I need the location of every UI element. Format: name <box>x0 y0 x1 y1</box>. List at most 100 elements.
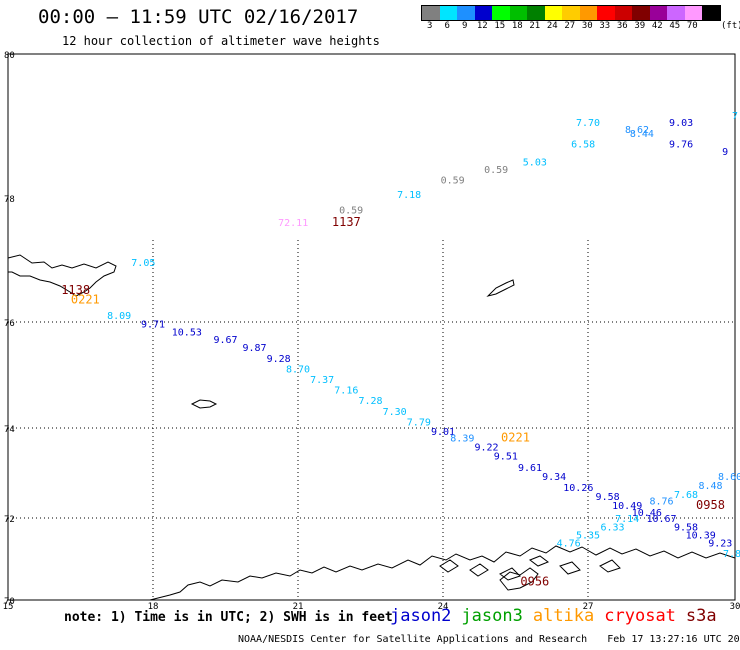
lon-tick-label: 15 <box>3 602 14 612</box>
wave-height-label: 9.58 <box>596 492 620 503</box>
wave-height-label: 72.11 <box>278 218 308 229</box>
legend-label: 39 <box>634 21 646 31</box>
pass-time-label: 0221 <box>71 292 100 306</box>
lat-tick-label: 78 <box>4 195 15 205</box>
lat-tick-label: 74 <box>4 425 15 435</box>
wave-height-label: 7.28 <box>358 396 382 407</box>
units-note: note: 1) Time is in UTC; 2) SWH is in fe… <box>64 610 393 625</box>
satellite-name: cryosat <box>604 606 676 626</box>
wave-height-label: 8.09 <box>107 311 131 322</box>
wave-height-label: 9.23 <box>708 539 732 550</box>
legend-label: 15 <box>494 21 506 31</box>
wave-height-label: 0.59 <box>441 176 465 187</box>
wave-height-label: 10.39 <box>686 531 716 542</box>
generated-timestamp: Feb 17 13:27:16 UTC 2017 <box>607 634 740 645</box>
legend-swatch <box>684 6 702 20</box>
map-subtitle: 12 hour collection of altimeter wave hei… <box>62 34 380 48</box>
legend-label <box>701 21 719 31</box>
satellite-name: altika <box>532 606 595 626</box>
wave-height-label: 9.51 <box>494 452 518 463</box>
pass-time-label: 1138 <box>61 283 90 297</box>
legend-label: 12 <box>476 21 488 31</box>
wave-height-label: 7.05 <box>131 258 155 269</box>
credit-text: NOAA/NESDIS Center for Satellite Applica… <box>238 634 588 645</box>
wave-height-label: 7.79 <box>407 417 431 428</box>
wave-height-label: 9.67 <box>213 335 237 346</box>
wave-height-label: 9.22 <box>474 443 498 454</box>
legend-swatch <box>702 6 720 20</box>
wave-height-label: 0.59 <box>484 165 508 176</box>
satellite-legend: jason2 jason3 altika cryosat s3a <box>390 606 727 626</box>
legend-swatch <box>439 6 457 20</box>
lon-tick-label: 24 <box>438 602 449 612</box>
legend-label: 6 <box>444 21 450 31</box>
wave-height-label: 10.67 <box>646 514 676 525</box>
lon-tick-label: 18 <box>148 602 159 612</box>
wave-height-label: 9 <box>722 147 728 158</box>
legend-swatch <box>614 6 632 20</box>
pass-time-label: 0956 <box>520 575 549 589</box>
legend-label: 36 <box>616 21 628 31</box>
footer-credit: NOAA/NESDIS Center for Satellite Applica… <box>238 634 740 645</box>
wave-height-label: 0.59 <box>339 206 363 217</box>
lon-tick-label: 27 <box>583 602 594 612</box>
wave-height-label: 6.58 <box>571 140 595 151</box>
wave-height-label: 9.01 <box>431 427 455 438</box>
wave-height-label: 9.87 <box>242 343 266 354</box>
legend-label: 30 <box>581 21 593 31</box>
wave-height-label: 7.14 <box>615 514 639 525</box>
wave-height-label: 7.30 <box>383 407 407 418</box>
legend-label: 27 <box>564 21 576 31</box>
legend-swatch <box>492 6 510 20</box>
legend-swatch <box>597 6 615 20</box>
wave-height-label: 7.18 <box>397 190 421 201</box>
wave-height-label: 8.39 <box>450 434 474 445</box>
wave-height-label: 8.48 <box>698 481 722 492</box>
wave-height-label: 9.71 <box>141 319 165 330</box>
legend-swatch <box>457 6 475 20</box>
wave-height-label: 9.76 <box>669 140 693 151</box>
legend-label: 3 <box>427 21 433 31</box>
axis-tick-labels: 15 18 21 24 27 30 80 78 76 74 72 70 <box>3 51 740 612</box>
legend-label: 33 <box>599 21 611 31</box>
legend-swatch <box>509 6 527 20</box>
island-bjornoya <box>190 399 218 409</box>
wave-height-label: 7.84 <box>723 549 740 560</box>
wave-height-label: 10.53 <box>172 327 202 338</box>
legend-label: 24 <box>546 21 558 31</box>
pass-time-label: 0221 <box>501 431 530 445</box>
lat-tick-label: 72 <box>4 515 15 525</box>
wave-height-label: 7.16 <box>334 386 358 397</box>
wave-height-label: 10.26 <box>563 483 593 494</box>
legend-swatch <box>649 6 667 20</box>
wave-height-label: 10.46 <box>632 508 662 519</box>
legend-label: 21 <box>529 21 541 31</box>
wave-height-label: 9.34 <box>542 472 566 483</box>
legend-swatch <box>632 6 650 20</box>
lon-tick-label: 30 <box>730 602 740 612</box>
wave-height-label: 5.03 <box>523 158 547 169</box>
wave-height-label: 10.49 <box>612 501 642 512</box>
observation-labels: 7.70 8.628.44 9.03 9.76 7 9 6.58 5.03 0.59 0.59 7.… <box>61 111 740 589</box>
wave-height-label: 7 <box>732 111 738 122</box>
legend-swatch <box>544 6 562 20</box>
map-title: 00:00 – 11:59 UTC 02/16/2017 <box>38 6 359 28</box>
wave-height-label: 8.60 <box>718 472 740 483</box>
legend-swatch <box>474 6 492 20</box>
legend-swatch <box>579 6 597 20</box>
wave-height-label: 9.58 <box>674 522 698 533</box>
legend-swatch <box>562 6 580 20</box>
legend-swatches <box>421 5 721 21</box>
legend-labels: 3 6 9 12 15 18 21 24 27 30 33 36 39 42 45 70 <box>421 21 721 31</box>
wave-height-label: 9.03 <box>669 118 693 129</box>
pass-time-label: 1137 <box>332 215 361 229</box>
wave-height-label: 6.33 <box>600 522 624 533</box>
norway-coastline <box>149 545 736 601</box>
wave-height-label: 8.76 <box>649 497 673 508</box>
graticule <box>8 240 735 600</box>
wave-height-label: 5.35 <box>576 531 600 542</box>
lon-tick-label: 21 <box>293 602 304 612</box>
lat-tick-label: 70 <box>4 597 15 607</box>
wave-height-label: 7.70 <box>576 118 600 129</box>
